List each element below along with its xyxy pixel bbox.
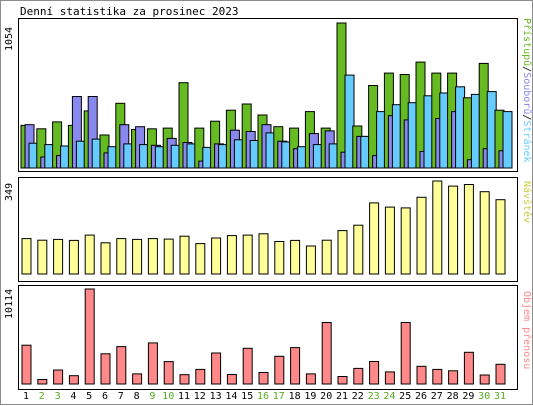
traffic-bar-11 <box>179 374 190 385</box>
day-label-27: 27 <box>431 391 443 402</box>
traffic-bar-24 <box>384 371 395 385</box>
traffic-bar-17 <box>274 355 285 385</box>
traffic-bar-8 <box>132 373 143 385</box>
visits-bar-3 <box>53 238 64 275</box>
traffic-bar-7 <box>116 346 127 385</box>
traffic-bar-18 <box>290 347 301 385</box>
visits-bar-27 <box>432 180 443 275</box>
visits-bar-13 <box>211 237 222 275</box>
traffic-bar-4 <box>68 375 79 385</box>
day-label-31: 31 <box>494 391 506 402</box>
traffic-bar-21 <box>337 376 348 385</box>
traffic-bar-15 <box>242 347 253 385</box>
traffic-bar-28 <box>448 370 459 385</box>
visits-bar-26 <box>416 196 427 275</box>
day-label-21: 21 <box>336 391 348 402</box>
day-label-10: 10 <box>162 391 174 402</box>
traffic-bar-22 <box>353 367 364 385</box>
traffic-bar-12 <box>195 368 206 385</box>
day-label-14: 14 <box>225 391 237 402</box>
pages-bar-31 <box>502 111 513 169</box>
traffic-bar-16 <box>258 372 269 385</box>
traffic-bar-6 <box>100 353 111 385</box>
visits-bar-17 <box>274 241 285 275</box>
traffic-bar-30 <box>479 374 490 385</box>
visits-bar-1 <box>21 238 32 275</box>
day-label-25: 25 <box>399 391 411 402</box>
day-label-2: 2 <box>39 391 45 402</box>
visits-bar-4 <box>68 239 79 275</box>
day-label-9: 9 <box>149 391 155 402</box>
day-label-30: 30 <box>478 391 490 402</box>
traffic-bar-5 <box>84 288 95 385</box>
day-label-26: 26 <box>415 391 427 402</box>
day-label-17: 17 <box>273 391 285 402</box>
visits-bar-28 <box>448 185 459 275</box>
visits-bar-31 <box>495 199 506 275</box>
traffic-bar-20 <box>321 322 332 385</box>
day-label-8: 8 <box>134 391 140 402</box>
visits-bar-24 <box>384 206 395 275</box>
traffic-bar-26 <box>416 365 427 385</box>
traffic-bar-3 <box>53 369 64 385</box>
visits-bar-29 <box>463 184 474 275</box>
visits-bar-12 <box>195 243 206 275</box>
day-label-28: 28 <box>447 391 459 402</box>
visits-bar-20 <box>321 239 332 275</box>
day-label-6: 6 <box>102 391 108 402</box>
traffic-bar-13 <box>211 352 222 385</box>
pages-bar-21 <box>344 74 355 169</box>
day-label-5: 5 <box>86 391 92 402</box>
visits-bar-9 <box>147 238 158 275</box>
visits-bar-15 <box>242 234 253 275</box>
visits-bar-10 <box>163 238 174 275</box>
visits-bar-7 <box>116 238 127 275</box>
day-label-18: 18 <box>289 391 301 402</box>
visits-bar-8 <box>132 238 143 275</box>
day-label-16: 16 <box>257 391 269 402</box>
visits-bar-14 <box>226 235 237 275</box>
day-label-12: 12 <box>194 391 206 402</box>
traffic-bar-31 <box>495 363 506 385</box>
visits-bar-18 <box>290 239 301 275</box>
visits-bar-5 <box>84 234 95 275</box>
traffic-bar-19 <box>305 373 316 385</box>
visits-bar-16 <box>258 233 269 275</box>
day-label-4: 4 <box>70 391 76 402</box>
day-label-29: 29 <box>462 391 474 402</box>
visits-bar-25 <box>400 207 411 275</box>
day-label-13: 13 <box>210 391 222 402</box>
traffic-bar-23 <box>369 361 380 385</box>
chart-title: Denní statistika za prosinec 2023 <box>20 5 239 18</box>
traffic-bar-2 <box>37 379 48 385</box>
traffic-bar-14 <box>226 374 237 385</box>
day-label-24: 24 <box>383 391 395 402</box>
day-label-19: 19 <box>304 391 316 402</box>
traffic-bar-10 <box>163 361 174 385</box>
traffic-bar-29 <box>463 351 474 385</box>
traffic-bar-9 <box>147 342 158 385</box>
day-label-22: 22 <box>352 391 364 402</box>
visits-bar-30 <box>479 191 490 275</box>
day-label-3: 3 <box>55 391 61 402</box>
day-label-11: 11 <box>178 391 190 402</box>
traffic-bar-27 <box>432 368 443 385</box>
visits-bar-6 <box>100 242 111 275</box>
day-label-23: 23 <box>368 391 380 402</box>
traffic-bar-25 <box>400 322 411 385</box>
visits-bar-2 <box>37 239 48 275</box>
visits-bar-22 <box>353 224 364 275</box>
traffic-bar-1 <box>21 344 32 385</box>
day-label-15: 15 <box>241 391 253 402</box>
visits-bar-19 <box>305 245 316 275</box>
visits-bar-11 <box>179 235 190 275</box>
visits-bar-21 <box>337 230 348 275</box>
visits-bar-23 <box>369 202 380 275</box>
day-label-20: 20 <box>320 391 332 402</box>
day-label-7: 7 <box>118 391 124 402</box>
day-label-1: 1 <box>23 391 29 402</box>
